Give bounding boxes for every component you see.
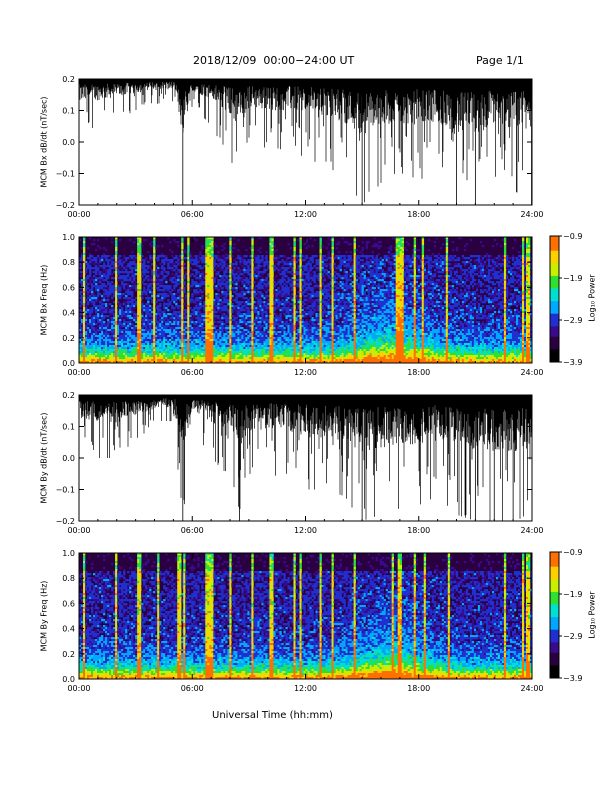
x-tick-label-bx-spectrogram: 06:00 (181, 368, 204, 377)
y-tick-label-by-dbdt: 0.1 (62, 423, 75, 432)
x-tick-label-bx-spectrogram: 18:00 (407, 368, 430, 377)
x-tick-label-bx-dbdt: 18:00 (407, 210, 430, 219)
figure-page: 2018/12/09 00:00−24:00 UT Page 1/1 00:00… (0, 0, 612, 792)
x-tick-label-by-spectrogram: 18:00 (407, 684, 430, 693)
y-tick-label-bx-dbdt: 0.2 (62, 75, 75, 84)
trace-line-bx-dbdt (79, 79, 532, 205)
ylabel-by-freq: MCM By Freq (Hz) (40, 581, 49, 652)
y-tick-label-by-spectrogram: 0.4 (62, 625, 75, 634)
x-tick-label-by-dbdt: 12:00 (294, 526, 317, 535)
colorbar-tick-label-by-spectrogram: −3.9 (563, 674, 582, 683)
y-tick-label-by-spectrogram: 0.6 (62, 599, 75, 608)
colorbar-tick-label-bx-spectrogram: −2.9 (563, 316, 582, 325)
colorbar-bx-spectrogram (550, 236, 562, 363)
spectrogram-by-spectrogram (79, 553, 532, 679)
y-tick-label-by-spectrogram: 0.2 (62, 650, 75, 659)
x-tick-label-bx-dbdt: 24:00 (520, 210, 543, 219)
y-tick-label-by-dbdt: −0.1 (56, 486, 75, 495)
x-tick-label-bx-spectrogram: 12:00 (294, 368, 317, 377)
y-tick-label-bx-spectrogram: 1.0 (62, 233, 75, 242)
y-tick-label-bx-spectrogram: 0.6 (62, 283, 75, 292)
colorbar-by-spectrogram (550, 552, 562, 679)
x-tick-label-by-dbdt: 06:00 (181, 526, 204, 535)
y-tick-label-bx-dbdt: 0.1 (62, 107, 75, 116)
x-tick-label-by-spectrogram: 00:00 (67, 684, 90, 693)
ylabel-bx-freq: MCM Bx Freq (Hz) (40, 265, 49, 336)
x-tick-label-bx-dbdt: 06:00 (181, 210, 204, 219)
colorbar-tick-label-bx-spectrogram: −3.9 (563, 358, 582, 367)
x-tick-label-bx-dbdt: 00:00 (67, 210, 90, 219)
colorbar-tick-label-by-spectrogram: −1.9 (563, 590, 582, 599)
y-tick-label-by-dbdt: −0.2 (56, 517, 75, 526)
colorbar-tick-label-by-spectrogram: −2.9 (563, 632, 582, 641)
y-tick-label-bx-dbdt: −0.1 (56, 170, 75, 179)
ylabel-by-dbdt: MCM By dB/dt (nT/sec) (40, 412, 49, 503)
y-tick-label-by-spectrogram: 0.0 (62, 675, 75, 684)
trace-bx-dbdt (79, 79, 532, 205)
y-tick-label-bx-dbdt: 0.0 (62, 138, 75, 147)
x-tick-label-by-spectrogram: 12:00 (294, 684, 317, 693)
colorbar-tick-label-bx-spectrogram: −0.9 (563, 232, 582, 241)
x-tick-label-by-dbdt: 18:00 (407, 526, 430, 535)
y-tick-label-by-dbdt: 0.2 (62, 391, 75, 400)
trace-by-dbdt (79, 395, 532, 521)
trace-line-by-dbdt (79, 395, 532, 521)
x-tick-label-bx-spectrogram: 24:00 (520, 368, 543, 377)
y-tick-label-bx-spectrogram: 0.4 (62, 309, 75, 318)
colorbar-tick-label-by-spectrogram: −0.9 (563, 548, 582, 557)
x-tick-label-by-spectrogram: 06:00 (181, 684, 204, 693)
y-tick-label-by-spectrogram: 1.0 (62, 549, 75, 558)
x-tick-label-by-spectrogram: 24:00 (520, 684, 543, 693)
y-tick-label-bx-dbdt: −0.2 (56, 201, 75, 210)
colorbar-label-bx: Log₁₀ Power (588, 274, 597, 321)
y-tick-label-bx-spectrogram: 0.0 (62, 359, 75, 368)
x-tick-label-by-dbdt: 24:00 (520, 526, 543, 535)
x-tick-label-bx-spectrogram: 00:00 (67, 368, 90, 377)
spectrogram-bx-spectrogram (79, 237, 532, 363)
x-tick-label-by-dbdt: 00:00 (67, 526, 90, 535)
ylabel-bx-dbdt: MCM Bx dB/dt (nT/sec) (40, 96, 49, 187)
colorbar-label-by: Log₁₀ Power (588, 591, 597, 638)
y-tick-label-bx-spectrogram: 0.2 (62, 334, 75, 343)
x-axis-label: Universal Time (hh:mm) (212, 710, 333, 721)
y-tick-label-by-spectrogram: 0.8 (62, 574, 75, 583)
colorbar-tick-label-bx-spectrogram: −1.9 (563, 274, 582, 283)
x-tick-label-bx-dbdt: 12:00 (294, 210, 317, 219)
y-tick-label-by-dbdt: 0.0 (62, 454, 75, 463)
y-tick-label-bx-spectrogram: 0.8 (62, 258, 75, 267)
plots-svg: 00:00 06:00 12:00 18:00 24:00 0.2 0.1 0.0 −0.1 −0… (0, 0, 612, 792)
